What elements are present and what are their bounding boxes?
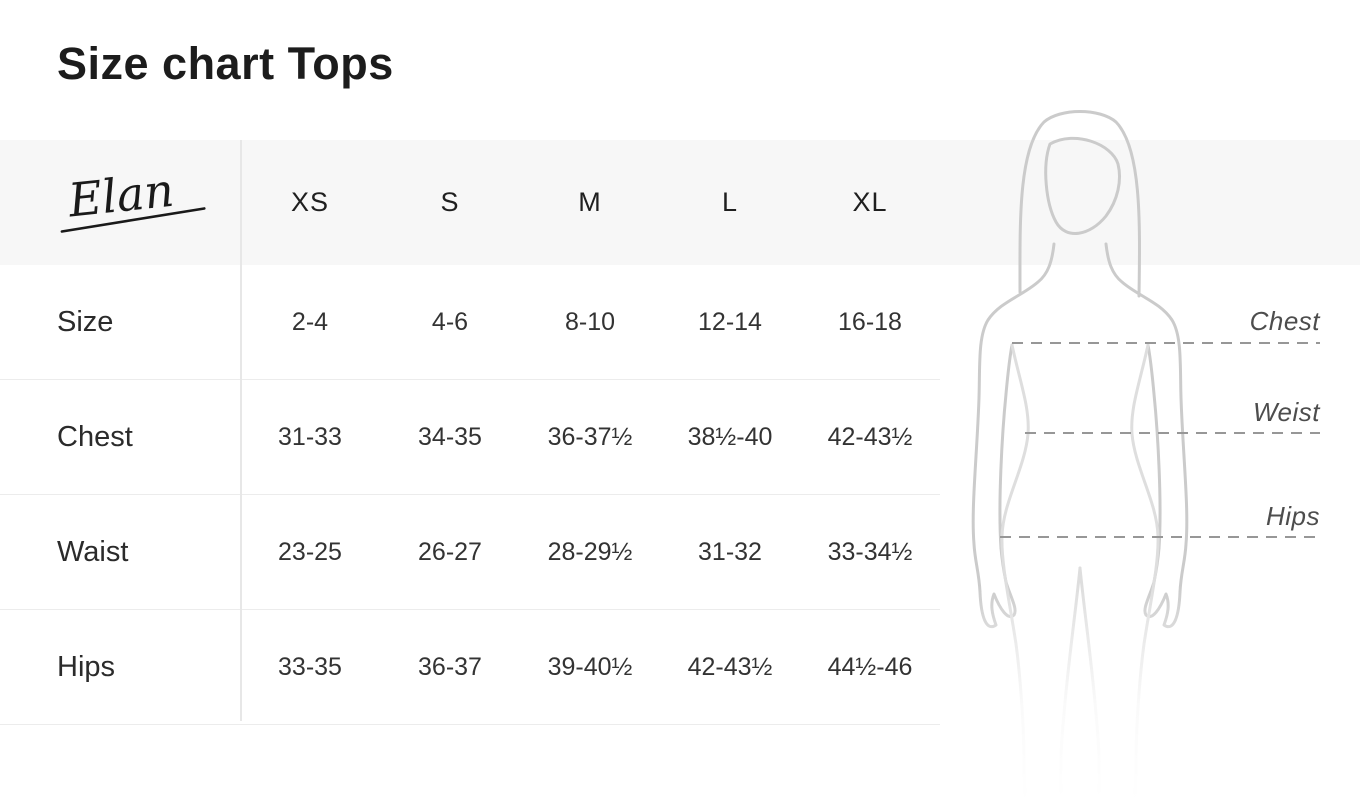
measure-label-chest: Chest — [1249, 306, 1320, 336]
measure-label-weist: Weist — [1252, 397, 1320, 427]
elan-signature-logo-icon: Elan — [60, 163, 206, 233]
table-vertical-divider — [240, 140, 242, 721]
cell-hips-m: 39-40½ — [547, 652, 633, 681]
cell-chest-xs: 31-33 — [278, 422, 342, 451]
cell-size-m: 8-10 — [564, 307, 616, 336]
cell-waist-m: 28-29½ — [547, 537, 633, 566]
cell-waist-xs: 23-25 — [278, 537, 342, 566]
cell-chest-s: 34-35 — [418, 422, 482, 451]
cell-waist-xl: 33-34½ — [827, 537, 913, 566]
row-label-size: Size — [57, 305, 114, 338]
table-row-chest: Chest 31-33 34-35 36-37½ 38½-40 42-43½ — [0, 379, 940, 494]
figure-fade-overlay — [945, 585, 1275, 804]
cell-waist-l: 31-32 — [698, 537, 762, 566]
hips-measure-dash-line — [1000, 536, 1320, 538]
table-row-hips: Hips 33-35 36-37 39-40½ 42-43½ 44½-46 — [0, 609, 940, 724]
column-header-xs: XS — [290, 187, 330, 217]
column-header-xl: XL — [852, 187, 888, 217]
cell-size-xl: 16-18 — [838, 307, 902, 336]
table-header-row: Elan XS S M L XL — [0, 140, 940, 265]
page-title: Size chart Tops — [57, 38, 394, 89]
cell-hips-xs: 33-35 — [278, 652, 342, 681]
cell-hips-s: 36-37 — [418, 652, 482, 681]
table-row-waist: Waist 23-25 26-27 28-29½ 31-32 33-34½ — [0, 494, 940, 609]
column-header-l: L — [721, 187, 739, 217]
cell-size-s: 4-6 — [431, 307, 469, 336]
cell-size-l: 12-14 — [698, 307, 762, 336]
cell-hips-xl: 44½-46 — [827, 652, 913, 681]
table-row-size: Size 2-4 4-6 8-10 12-14 16-18 — [0, 265, 940, 379]
column-header-m: M — [578, 187, 602, 217]
cell-chest-l: 38½-40 — [687, 422, 773, 451]
waist-measure-dash-line — [1025, 432, 1320, 434]
cell-waist-s: 26-27 — [418, 537, 482, 566]
cell-hips-l: 42-43½ — [687, 652, 773, 681]
row-label-hips: Hips — [57, 650, 116, 683]
column-header-s: S — [440, 187, 460, 217]
cell-size-xs: 2-4 — [291, 307, 329, 336]
cell-chest-xl: 42-43½ — [827, 422, 913, 451]
row-label-waist: Waist — [57, 535, 129, 568]
measure-label-hips: Hips — [1265, 501, 1320, 531]
cell-chest-m: 36-37½ — [547, 422, 633, 451]
brand-logo: Elan — [0, 160, 240, 245]
chest-measure-dash-line — [1012, 342, 1320, 344]
size-chart-table: Elan XS S M L XL Size 2-4 4-6 8-10 12-14… — [0, 140, 940, 725]
row-label-chest: Chest — [57, 420, 133, 453]
brand-logo-text: Elan — [65, 163, 176, 228]
